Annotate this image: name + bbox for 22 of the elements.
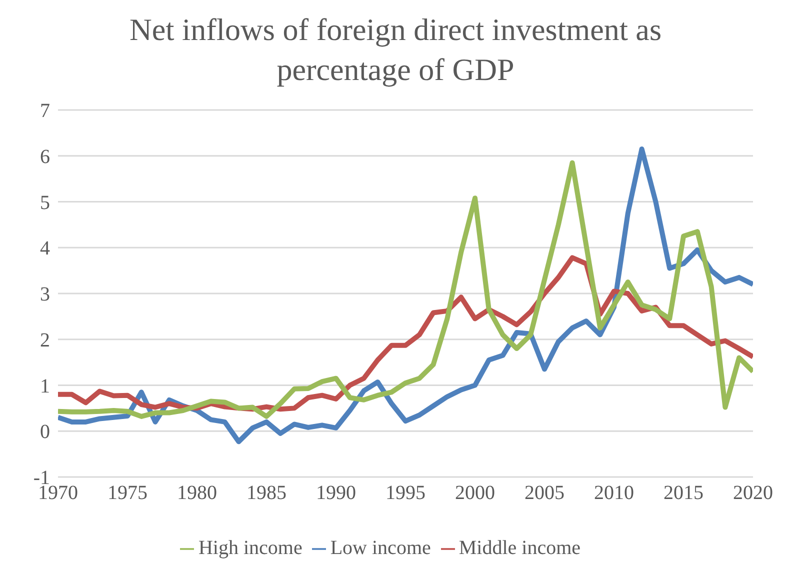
chart-title: Net inflows of foreign direct investment as percentage of GDP [128,11,663,89]
y-tick-label: 2 [40,329,50,352]
x-tick-label: 1990 [316,482,356,504]
y-tick-label: 0 [40,421,50,444]
x-tick-label: 2010 [594,482,634,504]
x-tick-label: 2005 [524,482,564,504]
legend-label: High income [198,537,302,559]
x-tick-label: 2015 [664,482,704,504]
y-tick-label: 4 [40,238,50,260]
x-tick-label: 2020 [733,482,773,504]
x-tick-label: 1975 [108,482,148,504]
x-tick-label: 1985 [246,482,286,504]
legend-label: Low income [330,537,431,559]
x-tick-label: 2000 [455,482,495,504]
y-tick-label: 5 [40,192,50,214]
y-tick-label: 7 [40,100,50,122]
x-tick-label: 1995 [386,482,426,504]
y-tick-label: 1 [40,375,50,398]
legend-label: Middle income [458,537,581,559]
y-tick-label: 3 [40,284,50,306]
y-tick-label: 6 [40,146,50,168]
x-tick-label: 1980 [177,482,217,504]
